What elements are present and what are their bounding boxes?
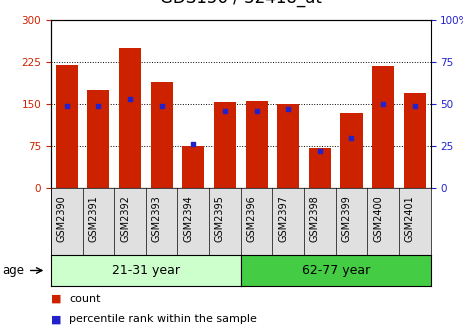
Point	[221, 108, 229, 114]
Bar	[214, 102, 236, 188]
Text: GSM2393: GSM2393	[152, 195, 162, 242]
Text: GSM2401: GSM2401	[405, 195, 415, 242]
Bar	[56, 65, 78, 188]
Text: 62-77 year: 62-77 year	[301, 264, 370, 277]
Text: count: count	[69, 294, 101, 304]
Point	[284, 107, 292, 112]
Point	[253, 108, 260, 114]
Point	[94, 103, 102, 109]
Point	[190, 142, 197, 147]
Bar	[340, 113, 363, 188]
Text: GSM2400: GSM2400	[373, 195, 383, 242]
Text: percentile rank within the sample: percentile rank within the sample	[69, 314, 257, 324]
Bar	[372, 66, 394, 188]
Bar	[182, 146, 204, 188]
Point	[63, 103, 70, 109]
Bar	[245, 101, 268, 188]
Text: GSM2398: GSM2398	[310, 195, 320, 242]
Point	[158, 103, 165, 109]
Point	[348, 135, 355, 140]
Bar	[88, 90, 109, 188]
Point	[379, 101, 387, 107]
Text: 21-31 year: 21-31 year	[112, 264, 180, 277]
Bar	[119, 48, 141, 188]
Bar	[277, 104, 299, 188]
Text: GSM2397: GSM2397	[278, 195, 288, 242]
Text: GSM2390: GSM2390	[57, 195, 67, 242]
Bar	[309, 148, 331, 188]
Point	[316, 149, 324, 154]
Point	[411, 103, 419, 109]
Text: GSM2399: GSM2399	[342, 195, 351, 242]
Bar	[150, 82, 173, 188]
Text: GSM2395: GSM2395	[215, 195, 225, 242]
Text: ■: ■	[51, 294, 62, 304]
Text: GSM2391: GSM2391	[88, 195, 98, 242]
Text: GSM2392: GSM2392	[120, 195, 130, 242]
Text: GDS156 / 32418_at: GDS156 / 32418_at	[160, 0, 322, 7]
Text: GSM2396: GSM2396	[247, 195, 257, 242]
Text: ■: ■	[51, 314, 62, 324]
Text: GSM2394: GSM2394	[183, 195, 194, 242]
Point	[126, 96, 134, 102]
Text: age: age	[2, 264, 25, 277]
Bar	[404, 93, 426, 188]
